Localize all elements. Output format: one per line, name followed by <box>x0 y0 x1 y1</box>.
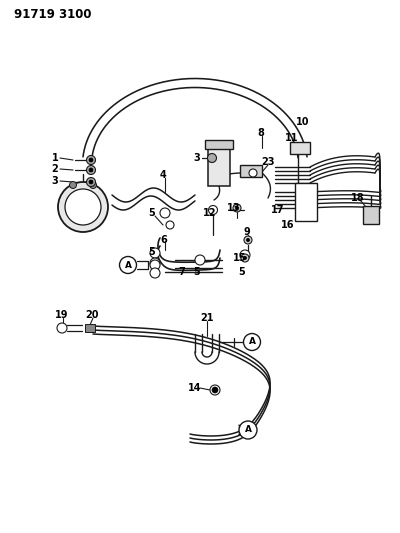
Circle shape <box>233 204 241 212</box>
Bar <box>208 148 230 186</box>
Circle shape <box>208 206 218 214</box>
Bar <box>363 206 379 224</box>
Text: A: A <box>248 337 256 346</box>
Text: 3: 3 <box>52 176 58 186</box>
Circle shape <box>86 177 96 187</box>
Circle shape <box>150 268 160 278</box>
Text: 12: 12 <box>203 208 217 218</box>
Bar <box>240 165 262 177</box>
Circle shape <box>210 385 220 395</box>
Text: 18: 18 <box>351 193 365 203</box>
Circle shape <box>244 334 260 351</box>
Circle shape <box>89 158 93 162</box>
Text: 23: 23 <box>261 157 275 167</box>
Circle shape <box>86 156 96 165</box>
Bar <box>205 140 233 149</box>
Circle shape <box>249 169 257 177</box>
Text: 16: 16 <box>281 220 295 230</box>
Text: 5: 5 <box>149 247 155 257</box>
Bar <box>290 142 310 154</box>
Text: 4: 4 <box>160 170 166 180</box>
Circle shape <box>244 236 252 244</box>
Circle shape <box>89 168 93 172</box>
Circle shape <box>58 182 108 232</box>
Text: A: A <box>244 425 252 434</box>
Text: 20: 20 <box>85 310 99 320</box>
Circle shape <box>57 323 67 333</box>
Circle shape <box>70 182 76 189</box>
Text: 15: 15 <box>233 253 247 263</box>
Circle shape <box>243 256 246 260</box>
Circle shape <box>240 250 250 260</box>
Circle shape <box>241 254 249 262</box>
Circle shape <box>160 208 170 218</box>
Circle shape <box>239 421 257 439</box>
Text: 14: 14 <box>188 383 202 393</box>
Text: 6: 6 <box>161 235 167 245</box>
Text: 13: 13 <box>227 203 241 213</box>
Circle shape <box>90 182 96 189</box>
Circle shape <box>150 258 160 268</box>
Text: 3: 3 <box>194 153 200 163</box>
Circle shape <box>235 206 238 209</box>
Circle shape <box>89 180 93 184</box>
Text: 2: 2 <box>52 164 58 174</box>
Circle shape <box>166 221 174 229</box>
Text: 9: 9 <box>244 227 250 237</box>
Bar <box>295 183 317 221</box>
Circle shape <box>120 256 136 273</box>
Text: 91719 3100: 91719 3100 <box>14 9 92 21</box>
Text: 10: 10 <box>296 117 310 127</box>
Text: 5: 5 <box>149 208 155 218</box>
Text: 8: 8 <box>258 128 264 138</box>
Text: 17: 17 <box>271 205 285 215</box>
Text: 7: 7 <box>179 267 185 277</box>
Bar <box>85 324 95 332</box>
Circle shape <box>208 154 216 163</box>
Circle shape <box>86 166 96 174</box>
Text: 11: 11 <box>285 133 299 143</box>
Text: 5: 5 <box>239 267 245 277</box>
Text: 19: 19 <box>55 310 69 320</box>
Circle shape <box>65 189 101 225</box>
Circle shape <box>195 255 205 265</box>
Text: 5: 5 <box>194 267 200 277</box>
Circle shape <box>150 260 160 270</box>
Circle shape <box>246 238 250 241</box>
Circle shape <box>150 248 160 258</box>
Text: A: A <box>124 261 132 270</box>
Text: 1: 1 <box>52 153 58 163</box>
Circle shape <box>212 387 218 393</box>
Text: 21: 21 <box>200 313 214 323</box>
